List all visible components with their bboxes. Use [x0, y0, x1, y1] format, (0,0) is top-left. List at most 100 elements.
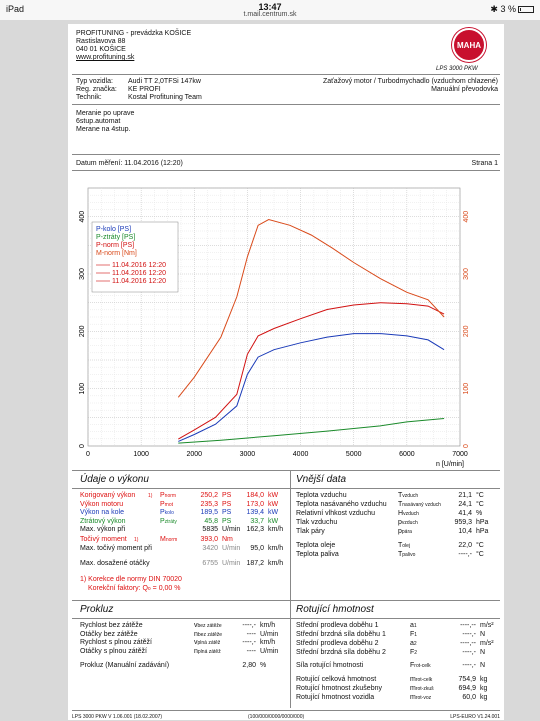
section-divider: [290, 600, 291, 708]
power-value-2: 184,0: [246, 492, 264, 499]
symbol: mrot-voz: [410, 694, 431, 702]
symbol-subscript: norm: [164, 493, 177, 499]
symbol: pvzduch: [398, 519, 418, 527]
external-unit: °C: [476, 542, 484, 549]
symbol: mrot-zkuš: [410, 685, 434, 693]
inertia-unit: N: [480, 631, 486, 638]
x-tick-label: 6000: [399, 451, 415, 458]
slip-unit: U/min: [260, 630, 279, 638]
y-left-tick-label: 100: [79, 383, 86, 395]
footnote-mark: 1): [148, 493, 153, 499]
x-tick-label: 7000: [452, 451, 468, 458]
bluetooth-icon: ✱: [490, 4, 498, 14]
symbol-subscript: vzduch: [402, 493, 419, 499]
power-unit-2: kW: [268, 509, 279, 517]
external-unit: °C: [476, 492, 484, 499]
power-value-1: 189,5: [200, 509, 218, 517]
inertia-value: 754,9: [458, 676, 476, 683]
symbol-subscript: 1: [413, 623, 417, 629]
external-section-title: Vnější data: [296, 474, 347, 485]
divider: [72, 488, 500, 489]
external-unit: °C: [476, 551, 484, 558]
symbol: a2: [410, 640, 417, 648]
inertia-label: Střední brzdná síla doběhu 2: [296, 649, 386, 656]
inertia-unit: m/s²: [480, 640, 494, 647]
power-unit-2: km/h: [268, 526, 284, 534]
max-rpm-value: 6755: [202, 560, 218, 567]
inertia-value: ----,-: [462, 631, 476, 638]
x-tick-label: 5000: [346, 451, 362, 458]
footnote-mark: 1): [134, 537, 139, 543]
slip-manual-value: 2,80: [242, 662, 256, 669]
y-left-tick-label: 200: [79, 325, 86, 337]
power-value-2: 162,3: [246, 526, 264, 534]
symbol: Tnasávaný vzduch: [398, 501, 441, 509]
legend-entry: P-kolo [PS]: [96, 226, 131, 233]
symbol-letter: H: [398, 510, 404, 517]
legend-date: 11.04.2016 12:20: [112, 270, 166, 277]
external-value: 10,4: [458, 528, 472, 535]
footer-code: (100/000/0000/0000/000): [248, 714, 305, 720]
y-right-tick-label: 400: [463, 211, 470, 223]
slip-unit: U/min: [260, 647, 279, 655]
symbol: Frot-celk: [410, 662, 431, 670]
slip-value: ----,-: [242, 639, 256, 647]
logo-text: MAHA: [457, 41, 481, 50]
company-web[interactable]: www.profituning.sk: [76, 54, 135, 61]
symbol-letter: P: [160, 517, 165, 525]
inertia-unit: N: [480, 649, 486, 656]
page-number: Strana 1: [471, 160, 498, 167]
symbol-subscript: 1: [414, 632, 418, 638]
torque-at-speed: 95,0: [250, 545, 264, 552]
symbol-subscript: plná zátěž: [197, 640, 221, 647]
correction-factor: Korekční faktory: Qo = 0,00 %: [88, 585, 180, 593]
x-tick-label: 2000: [186, 451, 202, 458]
divider: [72, 104, 500, 105]
power-unit-1: PS: [222, 509, 232, 517]
inertia-value: 694,9: [458, 685, 476, 692]
symbol-subscript: plná zátěž: [197, 648, 221, 655]
power-value-1: 5835: [202, 526, 218, 534]
power-unit-1: U/min: [222, 526, 241, 534]
symbol-letter: T: [398, 551, 403, 558]
symbol-letter: p: [398, 528, 402, 535]
symbol-subscript: vzduch: [401, 520, 418, 526]
divider: [72, 154, 500, 155]
inertia-label: Rotující celková hmotnost: [296, 676, 377, 683]
external-value: 41,4: [458, 510, 472, 517]
series-line-2: [178, 418, 445, 444]
symbol-subscript: pára: [401, 529, 412, 535]
max-rpm-label: Max. dosažené otáčky: [80, 560, 150, 567]
power-value-2: 33,7: [250, 517, 264, 525]
external-label: Tlak páry: [296, 528, 325, 535]
symbol-subscript: nasávaný vzduch: [402, 502, 441, 508]
torque-at-speed-unit: km/h: [268, 545, 284, 552]
symbol-subscript: ztráty: [164, 518, 177, 525]
external-label: Teplota oleje: [296, 542, 336, 549]
power-value-2: 173,0: [246, 500, 264, 508]
torque-unit: Nm: [222, 536, 233, 543]
symbol-letter: a: [410, 640, 414, 647]
inertia-label: Střední prodleva doběhu 2: [296, 640, 379, 647]
divider: [72, 470, 500, 471]
symbol: Tpalivo: [398, 551, 415, 559]
symbol: nbez zátěže: [194, 631, 222, 639]
reg-label: Reg. značka:: [76, 86, 117, 93]
company-street: Rastislavova 88: [76, 38, 126, 45]
company-name: PROFITUNING - prevádzka KOŠICE: [76, 30, 192, 37]
symbol-subscript: bez zátěže: [197, 623, 222, 629]
symbol: vplná zátěž: [194, 639, 220, 647]
power-value-1: 235,3: [200, 500, 218, 508]
inertia-value: ----,-: [462, 649, 476, 656]
url-label[interactable]: t.mail.centrum.sk: [243, 11, 297, 18]
power-value-1: 250,2: [200, 492, 218, 499]
slip-label: Otáčky s plnou zátěží: [80, 647, 147, 655]
footer-software: LPS-EURO V1.24.001: [450, 714, 500, 720]
power-section-title: Údaje o výkonu: [80, 474, 149, 485]
symbol-subscript: mot: [164, 501, 174, 508]
external-value: 22,0: [458, 542, 472, 549]
power-unit-1: PS: [222, 500, 232, 508]
measurement-date: Datum měření: 11.04.2016 (12:20): [76, 160, 183, 167]
slip-value: ----: [246, 630, 256, 638]
symbol-subscript: norm: [165, 537, 178, 543]
